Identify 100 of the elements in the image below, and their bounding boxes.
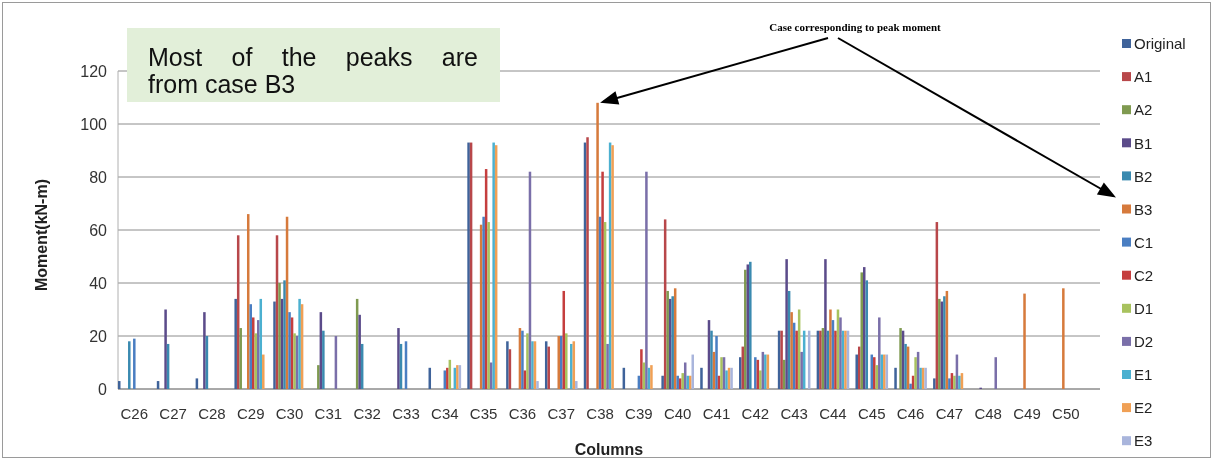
bar: [744, 269, 747, 389]
bar: [839, 317, 842, 389]
legend-label: C1: [1134, 233, 1154, 251]
bar: [317, 365, 320, 389]
y-tick-label: 100: [80, 115, 108, 133]
x-tick-label: C50: [1052, 405, 1080, 422]
x-tick-label: C33: [392, 405, 420, 422]
bar: [710, 330, 713, 389]
bar: [482, 216, 485, 389]
bar: [601, 171, 604, 389]
x-axis-title: Columns: [574, 441, 644, 458]
bar: [691, 354, 694, 389]
bar: [298, 298, 301, 389]
bar: [239, 328, 242, 389]
legend-label: E2: [1134, 399, 1153, 417]
bar: [661, 375, 664, 389]
bar: [645, 171, 648, 389]
legend-label: A1: [1134, 68, 1153, 86]
bar: [586, 137, 589, 389]
bar: [914, 357, 917, 389]
bar: [487, 222, 490, 389]
bar: [862, 267, 866, 389]
legend-label: E3: [1134, 432, 1153, 450]
x-tick-label: C44: [819, 405, 847, 422]
x-tick-label: C34: [431, 405, 459, 422]
bar: [800, 351, 803, 389]
x-tick-label: C45: [858, 405, 886, 422]
legend-label: B2: [1134, 167, 1153, 185]
bar: [715, 336, 718, 389]
x-tick-label: C40: [663, 405, 692, 422]
bar: [252, 317, 255, 389]
bar: [933, 378, 936, 389]
bar: [536, 381, 539, 389]
x-tick-label: C37: [547, 405, 576, 422]
legend-label: E1: [1134, 366, 1153, 384]
bar: [855, 354, 858, 389]
bar: [759, 370, 762, 389]
bar: [606, 343, 609, 389]
x-tick-label: C36: [508, 405, 537, 422]
x-tick-label: C41: [702, 405, 731, 422]
y-tick-label: 20: [89, 327, 108, 345]
x-tick-label: C49: [1013, 405, 1041, 422]
bar: [288, 312, 291, 389]
x-tick-label: C28: [198, 405, 226, 422]
x-tick-label: C26: [120, 405, 149, 422]
annotation: Case corresponding to peak moment: [769, 21, 942, 33]
bar: [834, 330, 837, 389]
bar: [203, 312, 206, 389]
x-tick-label: C27: [159, 405, 187, 422]
bar: [128, 341, 131, 389]
bar: [994, 357, 997, 389]
legend-label: D2: [1134, 333, 1154, 351]
legend-label: C2: [1134, 266, 1154, 284]
bar: [739, 357, 742, 389]
bar: [262, 354, 265, 389]
x-tick-label: C43: [780, 405, 808, 422]
legend-label: B3: [1134, 200, 1153, 218]
bar: [249, 304, 252, 389]
bar: [829, 309, 832, 389]
bar: [257, 320, 260, 389]
bar: [278, 283, 281, 389]
x-tick-label: C31: [314, 405, 343, 422]
legend-label: A2: [1134, 101, 1153, 119]
bar: [824, 259, 827, 389]
bar: [547, 346, 550, 389]
x-tick-label: C47: [935, 405, 964, 422]
bar: [909, 383, 912, 389]
y-tick-label: 120: [80, 62, 108, 80]
bar: [322, 330, 325, 389]
bar: [506, 341, 509, 389]
bar: [526, 333, 529, 389]
bar: [640, 349, 643, 389]
bar: [948, 378, 951, 389]
bar: [700, 367, 703, 389]
bar: [283, 280, 286, 389]
text: Most of the peaks are from case B3: [148, 43, 479, 98]
x-tick-label: C48: [974, 405, 1002, 422]
bar: [795, 330, 798, 389]
x-tick-label: C46: [896, 405, 925, 422]
y-tick-label: 0: [98, 380, 108, 398]
x-tick-label: C30: [275, 405, 304, 422]
x-tick-label: C39: [625, 405, 653, 422]
bar: [234, 298, 237, 389]
y-tick-label: 60: [89, 221, 108, 239]
legend-label: B1: [1134, 134, 1153, 152]
bar: [943, 296, 946, 389]
bar: [273, 301, 276, 389]
bar: [575, 381, 578, 389]
bar: [118, 381, 121, 389]
bar: [1023, 293, 1026, 389]
legend-label: D1: [1134, 300, 1154, 318]
legend-label: Original: [1134, 35, 1186, 53]
bar: [894, 367, 897, 389]
bar: [860, 272, 863, 389]
bar: [565, 333, 568, 389]
y-axis-title: Moment(kN-m): [33, 179, 50, 291]
bar: [596, 102, 599, 389]
x-tick-label: C38: [586, 405, 614, 422]
x-tick-label: C42: [741, 405, 770, 422]
bar: [790, 312, 793, 389]
